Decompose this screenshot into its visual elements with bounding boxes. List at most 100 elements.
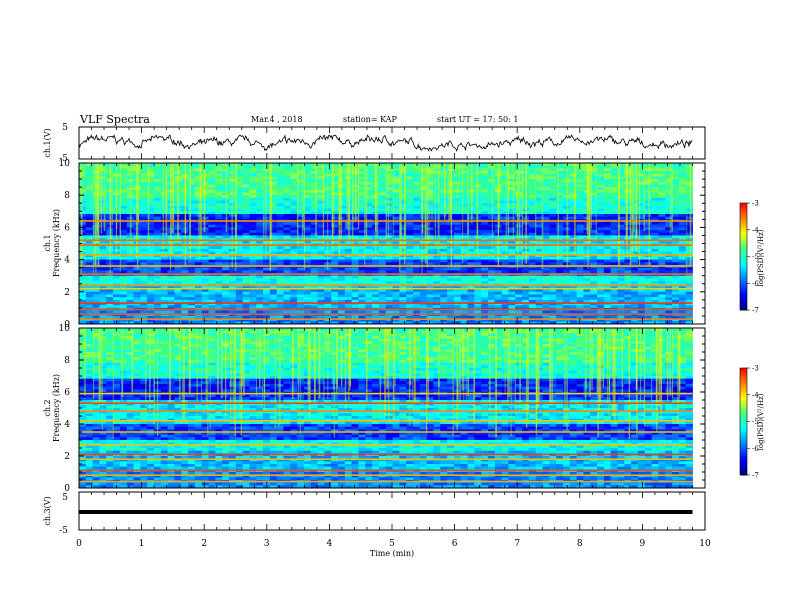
spectrogram-cell [624,235,632,239]
spectrogram-cell [535,289,543,293]
spectrogram-cell [92,278,100,282]
spectrogram-cell [99,232,107,236]
spectrogram-cell [249,179,257,183]
spectrogram-cell [535,305,543,309]
spectrogram-cell [174,291,182,295]
spectrogram-cell [644,240,652,244]
spectrogram-cell [331,208,339,212]
spectrogram-cell [590,294,598,298]
spectrogram-cell [79,197,87,201]
spectrogram-cell [331,187,339,191]
spectrogram-cell [160,200,169,204]
spectrogram-cell [522,275,530,279]
spectrogram-cell [378,208,387,212]
spectrogram-cell [92,275,100,279]
spectrogram-cell [85,256,94,260]
spectrogram-cell [310,205,318,210]
spectrogram-cell [610,254,618,258]
spectrogram-cell [678,165,687,169]
spectrogram-cell [672,251,680,255]
spectrogram-cell [222,251,230,255]
spectrogram-cell [79,278,87,282]
spectrogram-cell [508,227,516,231]
spectrogram-cell [542,232,550,236]
spectrogram-cell [263,181,271,185]
spectrogram-cell [617,168,625,172]
spectrogram-cell [426,171,434,175]
spectrogram-cell [460,289,468,293]
spectrogram-cell [194,305,203,309]
spectrogram-cell [160,208,169,212]
spectrogram-cell [106,289,114,293]
spectrogram-cell [399,197,407,201]
spectrogram-cell [413,181,421,185]
spectrogram-cell [242,192,250,196]
spectrogram-cell [576,173,584,177]
spectrogram-cell [317,171,325,175]
spectrogram-cell [624,251,632,255]
spectrogram-cell [208,195,216,199]
spectrogram-cell [140,281,148,285]
spectrogram-cell [188,256,196,260]
spectrogram-cell [603,168,612,172]
spectrogram-cell [167,213,175,218]
spectrogram-cell [85,173,94,177]
spectrogram-cell [460,235,468,239]
spectrogram-cell [453,189,462,193]
spectrogram-cell [378,222,387,226]
spectrogram-cell [344,291,353,295]
spectrogram-cell [556,179,564,183]
spectrogram-cell [590,171,598,175]
spectrogram-cell [576,230,584,234]
spectrogram-cell [194,291,203,295]
spectrogram-cell [637,203,646,207]
spectrogram-cell [208,173,216,177]
spectrogram-cell [242,187,250,191]
spectrogram-cell [133,267,141,271]
spectrogram-cell [590,289,598,293]
spectrogram-cell [460,251,468,255]
spectrogram-cell [406,256,414,260]
spectrogram-cell [672,195,680,199]
spectrogram-cell [317,251,325,255]
spectrogram-cell [487,259,496,263]
spectrogram-cell [406,216,414,220]
spectrogram-cell [385,211,393,215]
spectrogram-cell [317,192,325,196]
spectrogram-cell [569,227,577,231]
spectrogram-cell [79,248,87,252]
spectrogram-cell [399,171,407,175]
spectrogram-cell [188,235,196,239]
spectrogram-cell [310,251,318,255]
spectrogram-cell [385,222,393,226]
spectrogram-cell [372,289,380,293]
spectrogram-cell [283,216,291,220]
spectrogram-cell [528,195,537,199]
spectrogram-cell [297,168,305,172]
spectrogram-cell [85,184,94,188]
spectrogram-cell [235,222,243,226]
spectrogram-cell [119,289,128,293]
spectrogram-cell [119,256,128,260]
spectrogram-cell [378,267,387,271]
spectrogram-cell [147,294,155,298]
spectrogram-cell [215,203,223,207]
spectrogram-cell [167,294,175,298]
spectrogram-cell [508,171,516,175]
spectrogram-cell [99,227,107,231]
spectrogram-cell [501,291,509,295]
spectrogram-cell [685,203,693,207]
spectrogram-cell [644,259,652,263]
spectrogram-cell [167,256,175,260]
spectrogram-cell [269,297,278,301]
spectrogram-cell [269,163,278,167]
spectrogram-cell [569,294,577,298]
spectrogram-cell [256,240,264,244]
spectrogram-cell [140,227,148,231]
spectrogram-cell [338,259,346,263]
spectrogram-cell [487,187,496,191]
spectrogram-cell [651,299,659,303]
spectrogram-cell [140,211,148,215]
spectrogram-cell [85,197,94,201]
